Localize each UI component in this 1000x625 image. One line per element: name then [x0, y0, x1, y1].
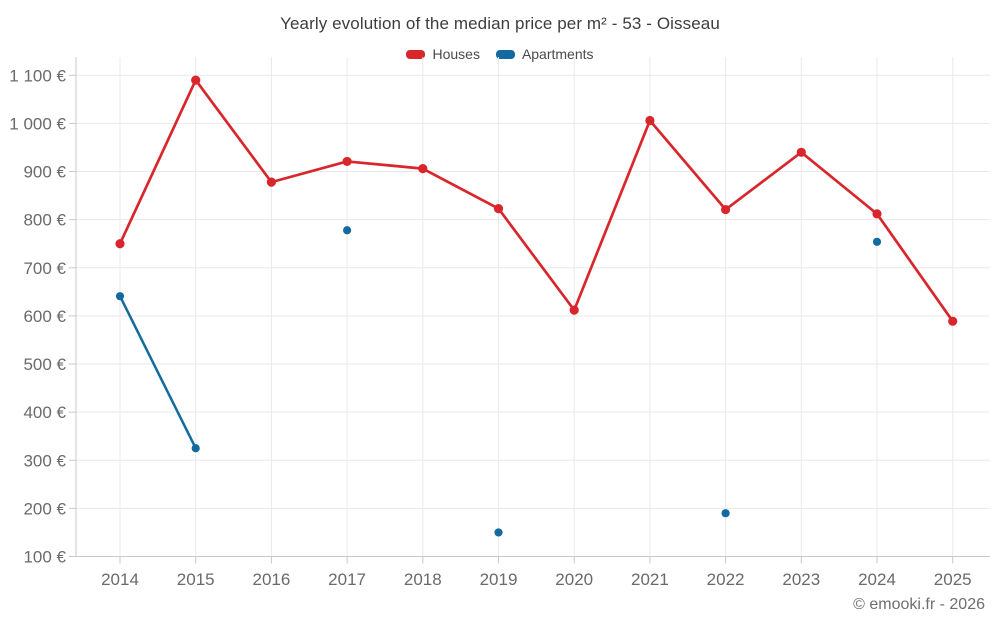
chart-title: Yearly evolution of the median price per… [280, 14, 720, 33]
series-line-segment [799, 150, 879, 216]
series-apartments [115, 226, 882, 537]
axis-ticks [69, 74, 954, 564]
y-axis-label: 1 000 € [9, 114, 66, 133]
data-point[interactable] [872, 237, 882, 246]
series-line-segment [118, 78, 198, 246]
series-line-segment [724, 150, 803, 211]
y-axis-label: 400 € [23, 403, 66, 422]
series-line-segment [497, 207, 576, 312]
data-point[interactable] [342, 156, 352, 167]
data-point[interactable] [872, 209, 882, 219]
y-axis-label: 1 100 € [9, 66, 66, 85]
x-axis-label: 2020 [555, 570, 593, 589]
legend: Houses Apartments [0, 46, 1000, 62]
series-line-segment [421, 167, 500, 210]
data-point[interactable] [418, 164, 428, 174]
x-axis-label: 2025 [934, 570, 972, 589]
data-point[interactable] [494, 528, 503, 537]
series-houses [115, 75, 958, 326]
data-point[interactable] [191, 75, 201, 85]
y-axis-label: 200 € [23, 499, 66, 518]
x-axis-label: 2017 [328, 570, 366, 589]
series-line-segment [194, 78, 273, 184]
x-axis-label: 2016 [252, 570, 290, 589]
data-point[interactable] [115, 292, 125, 301]
series-line-segment [572, 119, 652, 312]
x-axis-label: 2022 [707, 570, 745, 589]
x-axis-label: 2018 [404, 570, 442, 589]
x-axis-label: 2023 [782, 570, 820, 589]
y-axis-labels: 100 € 200 € 300 € 400 € 500 € 600 € 700 € 800 €… [9, 66, 66, 566]
x-axis-label: 2015 [177, 570, 215, 589]
legend-label: Houses [432, 46, 480, 62]
data-point[interactable] [721, 509, 730, 518]
series-line-segment [270, 160, 349, 184]
series [115, 75, 958, 537]
y-axis-label: 300 € [23, 451, 66, 470]
y-axis-label: 800 € [23, 211, 66, 230]
legend-swatch-apartments [495, 49, 515, 59]
x-axis-label: 2021 [631, 570, 669, 589]
data-point[interactable] [115, 239, 125, 249]
series-line-segment [648, 119, 727, 211]
data-point[interactable] [796, 147, 806, 157]
x-axis-label: 2024 [858, 570, 896, 589]
legend-item-apartments[interactable]: Apartments [495, 46, 594, 62]
axes [75, 57, 990, 557]
data-point[interactable] [343, 226, 352, 235]
y-axis-label: 600 € [23, 307, 66, 326]
x-axis-labels: 2014 2015 2016 2017 2018 2019 2020 2021 2022 2023… [101, 570, 972, 589]
attribution: © emooki.fr - 2026 [853, 596, 985, 613]
series-line-segment [345, 160, 425, 171]
data-point[interactable] [266, 177, 276, 187]
data-point[interactable] [191, 444, 200, 453]
data-point[interactable] [645, 115, 655, 126]
data-point[interactable] [493, 203, 504, 214]
x-axis-label: 2014 [101, 570, 139, 589]
x-axis-label: 2019 [480, 570, 518, 589]
y-axis-label: 100 € [23, 548, 66, 567]
y-axis-label: 700 € [23, 259, 66, 278]
y-axis-label: 500 € [23, 355, 66, 374]
gridlines [76, 57, 990, 557]
series-line-segment [118, 294, 197, 450]
y-axis-label: 900 € [23, 163, 66, 182]
data-point[interactable] [721, 204, 731, 215]
series-line-segment [875, 212, 955, 323]
data-point[interactable] [569, 305, 579, 315]
legend-swatch-houses [406, 49, 426, 59]
legend-label: Apartments [521, 46, 594, 62]
data-point[interactable] [948, 316, 958, 326]
legend-item-houses[interactable]: Houses [406, 46, 480, 62]
